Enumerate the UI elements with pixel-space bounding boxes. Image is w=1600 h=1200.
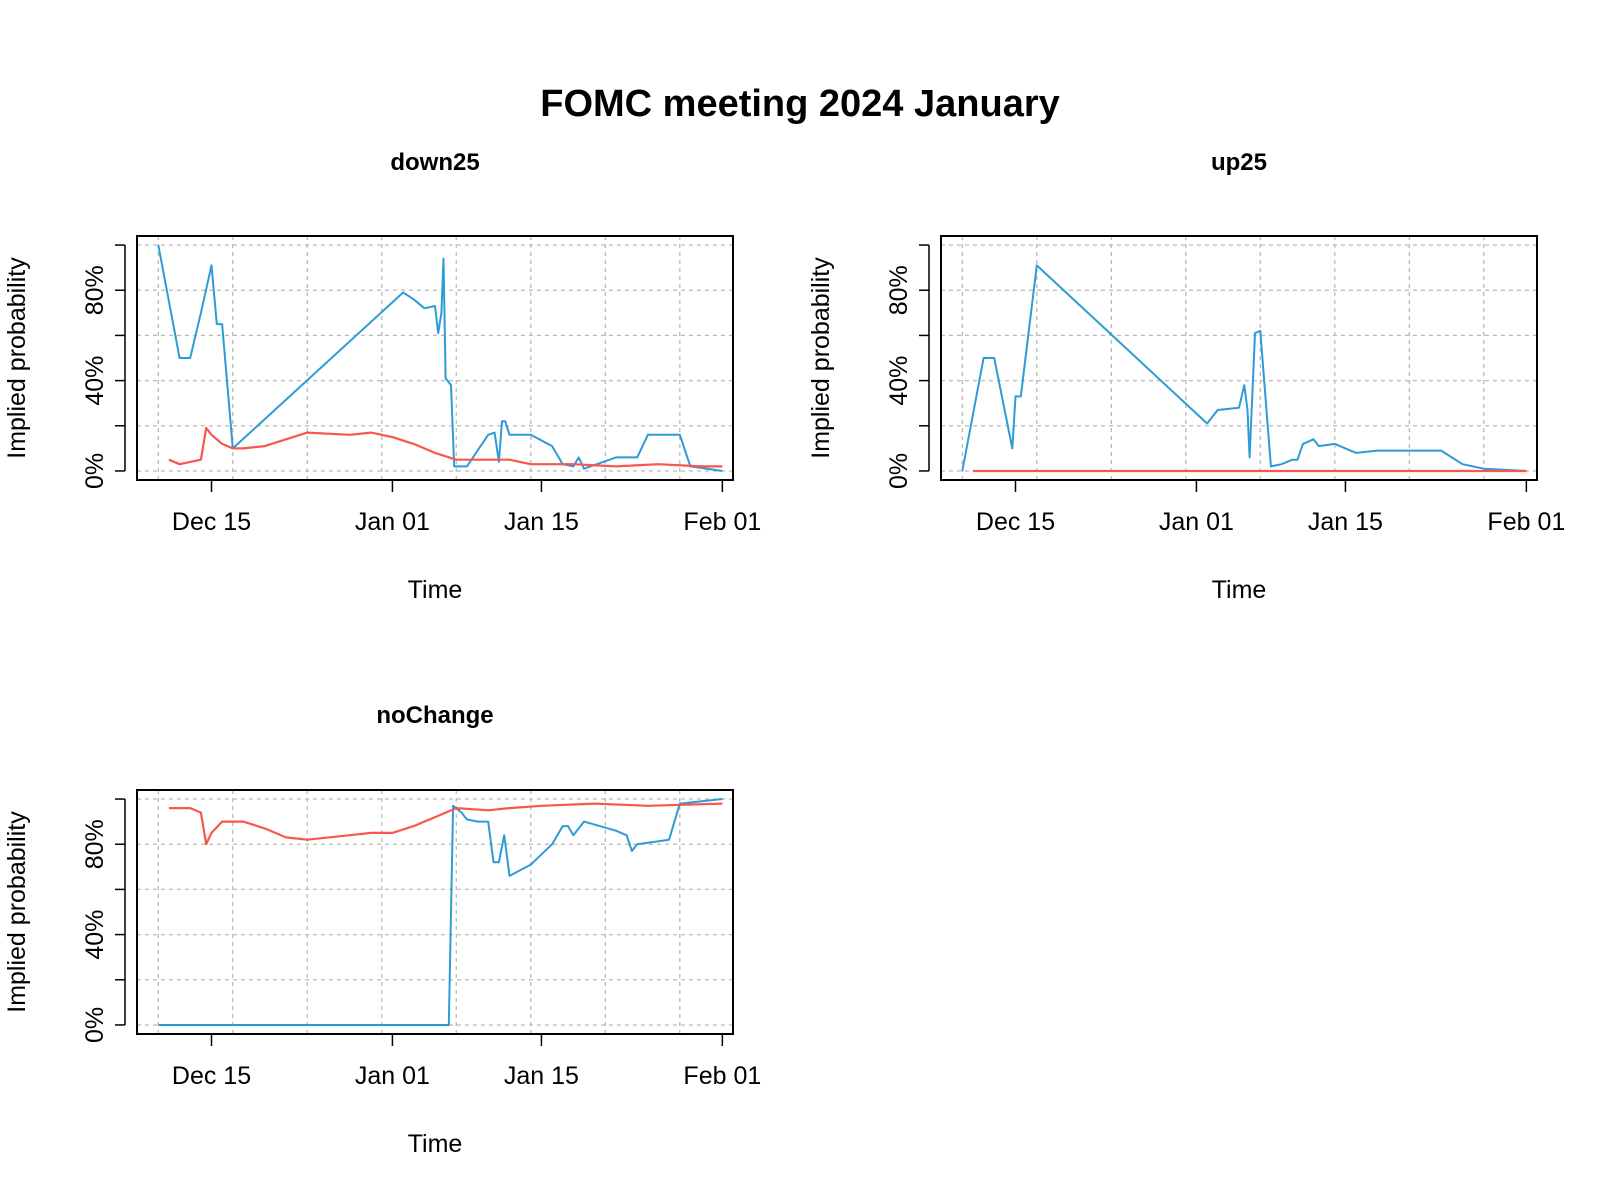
x-axis: Dec 15 Jan 01 Jan 15 Feb 01: [976, 479, 1565, 536]
y-tick-label: 40%: [81, 910, 109, 960]
y-axis-label: Implied probability: [807, 257, 835, 459]
x-tick-label: Dec 15: [172, 1062, 251, 1090]
y-tick-label: 40%: [81, 356, 109, 406]
y-axis: 0% 40% 80%: [81, 244, 126, 489]
x-tick-label: Jan 15: [1308, 508, 1383, 536]
plot-box: [940, 235, 1538, 481]
x-tick-label: Jan 15: [504, 1062, 579, 1090]
chart-panel-down25: down25 0% 40% 80% Implied probability Dec 15 J…: [3, 149, 761, 604]
x-tick-label: Jan 01: [355, 1062, 430, 1090]
panel-title: up25: [1211, 149, 1267, 176]
plot-box: [136, 789, 734, 1035]
y-axis: 0% 40% 80%: [885, 244, 930, 489]
y-axis: 0% 40% 80%: [81, 798, 126, 1043]
series-line-1: [158, 798, 723, 1026]
y-tick-label: 0%: [81, 453, 109, 489]
x-tick-label: Jan 01: [1159, 508, 1234, 536]
x-tick-label: Feb 01: [683, 1062, 761, 1090]
x-axis-label: Time: [408, 576, 463, 604]
chart-panels: down25 0% 40% 80% Implied probability Dec 15 J…: [3, 149, 1565, 1158]
y-tick-label: 80%: [81, 265, 109, 315]
x-tick-label: Feb 01: [1487, 508, 1565, 536]
series-line-2: [168, 426, 723, 468]
grid-lines: [137, 790, 733, 1034]
x-tick-label: Jan 15: [504, 508, 579, 536]
x-tick-label: Dec 15: [976, 508, 1055, 536]
grid-lines: [941, 236, 1537, 480]
series-line-1: [961, 264, 1527, 472]
series-line-1: [157, 244, 723, 472]
chart-panel-noChange: noChange 0% 40% 80% Implied probability Dec 1…: [3, 702, 761, 1158]
x-tick-label: Dec 15: [172, 508, 251, 536]
x-tick-label: Jan 01: [355, 508, 430, 536]
x-axis-label: Time: [408, 1130, 463, 1158]
grid-lines: [137, 236, 733, 480]
y-tick-label: 80%: [885, 265, 913, 315]
series-line-2: [168, 802, 723, 846]
y-axis-label: Implied probability: [3, 811, 31, 1013]
x-axis-label: Time: [1212, 576, 1267, 604]
x-axis: Dec 15 Jan 01 Jan 15 Feb 01: [172, 1033, 761, 1090]
y-tick-label: 0%: [81, 1007, 109, 1043]
y-tick-label: 40%: [885, 356, 913, 406]
figure-title: FOMC meeting 2024 January: [540, 83, 1060, 125]
y-tick-label: 80%: [81, 819, 109, 869]
y-axis-label: Implied probability: [3, 257, 31, 459]
panel-title: noChange: [376, 702, 493, 729]
y-tick-label: 0%: [885, 453, 913, 489]
panel-title: down25: [390, 149, 479, 176]
chart-panel-up25: up25 0% 40% 80% Implied probability Dec 15 Jan…: [807, 149, 1565, 604]
x-axis: Dec 15 Jan 01 Jan 15 Feb 01: [172, 479, 761, 536]
x-tick-label: Feb 01: [683, 508, 761, 536]
